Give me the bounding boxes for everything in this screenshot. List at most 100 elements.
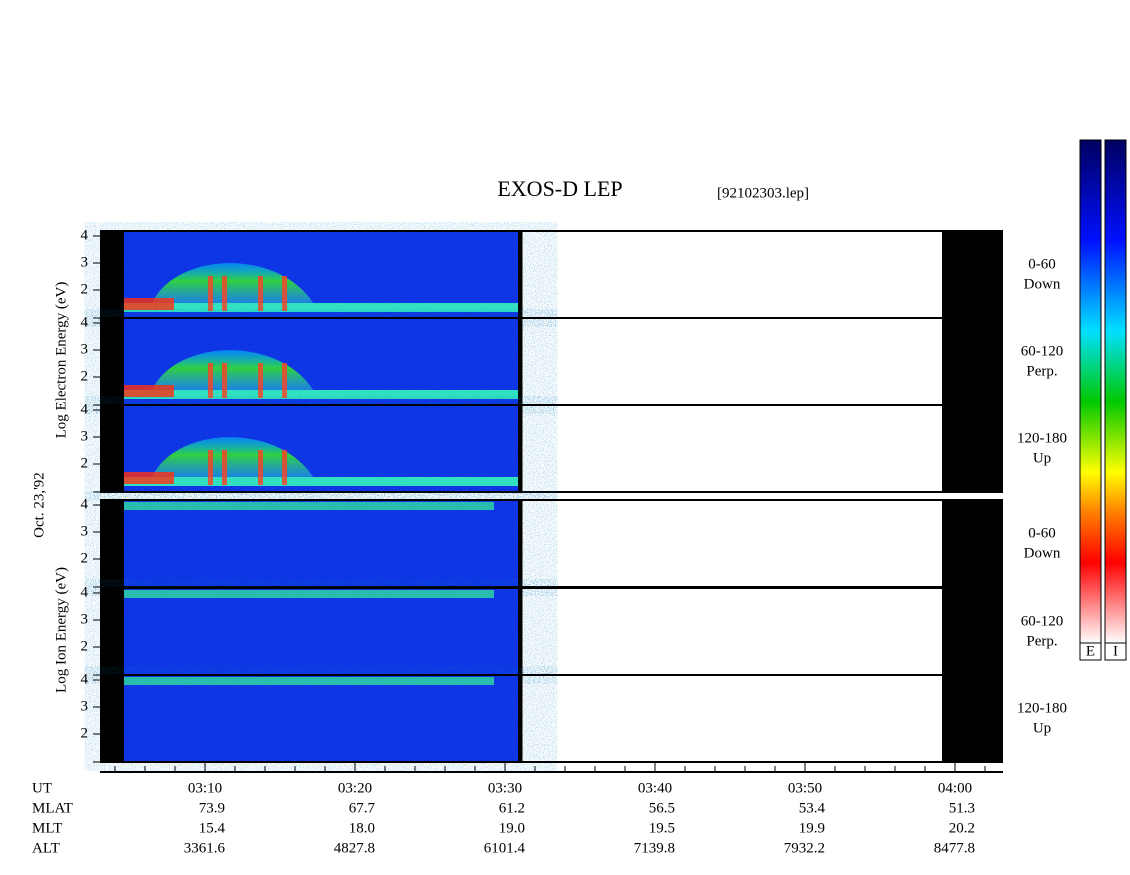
energy-tick-label: 3 xyxy=(81,523,89,539)
spectrogram-band xyxy=(124,390,518,399)
spectrogram-spike xyxy=(222,450,227,485)
energy-tick-label: 2 xyxy=(81,550,89,566)
spectrogram-band xyxy=(124,477,518,486)
pitch-label: 0-60 xyxy=(1028,525,1056,541)
electron-axis-label: Log Electron Energy (eV) xyxy=(53,282,69,439)
energy-tick-label: 4 xyxy=(81,584,89,600)
ephemeris-value: 19.0 xyxy=(499,820,525,836)
pitch-label: 120-180 xyxy=(1017,700,1067,716)
data-gap xyxy=(100,405,124,492)
direction-label: Perp. xyxy=(1026,363,1057,379)
ephemeris-label: UT xyxy=(32,780,52,796)
title: EXOS-D LEP xyxy=(497,176,622,201)
ephemeris-value: 7932.2 xyxy=(784,840,825,856)
direction-label: Down xyxy=(1024,276,1061,292)
spectrogram-band-hot xyxy=(124,298,174,310)
colorbar xyxy=(1104,139,1127,644)
pitch-label: 60-120 xyxy=(1021,613,1064,629)
spectrogram-spike xyxy=(258,450,263,485)
no-data xyxy=(942,588,1003,675)
energy-tick-label: 4 xyxy=(81,227,89,243)
data-gap xyxy=(518,405,522,492)
no-data xyxy=(942,318,1003,405)
colorbar-label-box xyxy=(1079,642,1102,661)
no-data xyxy=(942,231,1003,318)
data-gap xyxy=(518,588,522,675)
energy-tick-label: 3 xyxy=(81,611,89,627)
spectrogram-band xyxy=(124,677,494,685)
direction-label: Up xyxy=(1033,450,1051,466)
ephemeris-value: 19.5 xyxy=(649,820,675,836)
ephemeris-label: MLAT xyxy=(32,800,73,816)
energy-tick-label: 3 xyxy=(81,698,89,714)
data-gap xyxy=(518,318,522,405)
ut-label: 03:20 xyxy=(338,780,372,796)
spectrogram-spike xyxy=(222,276,227,311)
spectrogram-hump xyxy=(150,263,315,308)
spectrogram-noise xyxy=(124,588,518,675)
spectrogram-band xyxy=(124,303,518,312)
data-gap xyxy=(100,231,124,318)
ut-label: 03:40 xyxy=(638,780,672,796)
ion-axis-label: Log Ion Energy (eV) xyxy=(53,567,69,693)
ephemeris-value: 3361.6 xyxy=(184,840,226,856)
spectrogram-band-hot xyxy=(124,472,174,484)
no-data xyxy=(942,405,1003,492)
ephemeris-value: 67.7 xyxy=(349,800,376,816)
spectrogram-spike xyxy=(282,276,287,311)
ephemeris-value: 15.4 xyxy=(199,820,226,836)
ephemeris-value: 51.3 xyxy=(949,800,975,816)
colorbar-label: I xyxy=(1113,643,1118,659)
colorbar-label-box xyxy=(1104,642,1127,661)
energy-tick-label: 4 xyxy=(81,401,89,417)
ephemeris-value: 18.0 xyxy=(349,820,375,836)
ephemeris-value: 53.4 xyxy=(799,800,826,816)
direction-label: Down xyxy=(1024,545,1061,561)
ut-label: 03:10 xyxy=(188,780,222,796)
pitch-label: 60-120 xyxy=(1021,343,1064,359)
ephemeris-value: 19.9 xyxy=(799,820,825,836)
ephemeris-label: MLT xyxy=(32,820,62,836)
spectrogram-spike xyxy=(282,363,287,398)
ephemeris-value: 8477.8 xyxy=(934,840,975,856)
spectrogram-hump xyxy=(150,437,315,482)
energy-tick-label: 2 xyxy=(81,368,89,384)
spectrogram-spike xyxy=(258,276,263,311)
ut-label: 04:00 xyxy=(938,780,972,796)
ephemeris-value: 7139.8 xyxy=(634,840,675,856)
date-label: Oct. 23,'92 xyxy=(31,472,47,538)
spectrogram-band xyxy=(124,502,494,510)
spectrogram-spike xyxy=(208,363,213,398)
data-gap xyxy=(100,588,124,675)
pitch-label: 120-180 xyxy=(1017,430,1067,446)
energy-tick-label: 4 xyxy=(81,671,89,687)
ut-label: 03:30 xyxy=(488,780,522,796)
energy-tick-label: 2 xyxy=(81,281,89,297)
energy-tick-label: 4 xyxy=(81,496,89,512)
spectrogram-spike xyxy=(258,363,263,398)
ephemeris-label: ALT xyxy=(32,840,60,856)
pitch-label: 0-60 xyxy=(1028,256,1056,272)
energy-tick-label: 4 xyxy=(81,314,89,330)
no-data xyxy=(942,675,1003,762)
data-gap xyxy=(100,500,124,587)
direction-label: Up xyxy=(1033,720,1051,736)
energy-tick-label: 2 xyxy=(81,455,89,471)
energy-tick-label: 3 xyxy=(81,254,89,270)
ephemeris-value: 20.2 xyxy=(949,820,975,836)
spectrogram-spike xyxy=(208,276,213,311)
file-name: [92102303.lep] xyxy=(717,185,809,201)
energy-tick-label: 3 xyxy=(81,428,89,444)
spectrogram-noise xyxy=(124,675,518,762)
colorbar xyxy=(1079,139,1102,644)
data-gap xyxy=(100,318,124,405)
direction-label: Perp. xyxy=(1026,633,1057,649)
colorbar-label: E xyxy=(1086,643,1095,659)
spectrogram-spike xyxy=(282,450,287,485)
spectrogram-spike xyxy=(208,450,213,485)
data-gap xyxy=(518,231,522,318)
ephemeris-value: 73.9 xyxy=(199,800,225,816)
